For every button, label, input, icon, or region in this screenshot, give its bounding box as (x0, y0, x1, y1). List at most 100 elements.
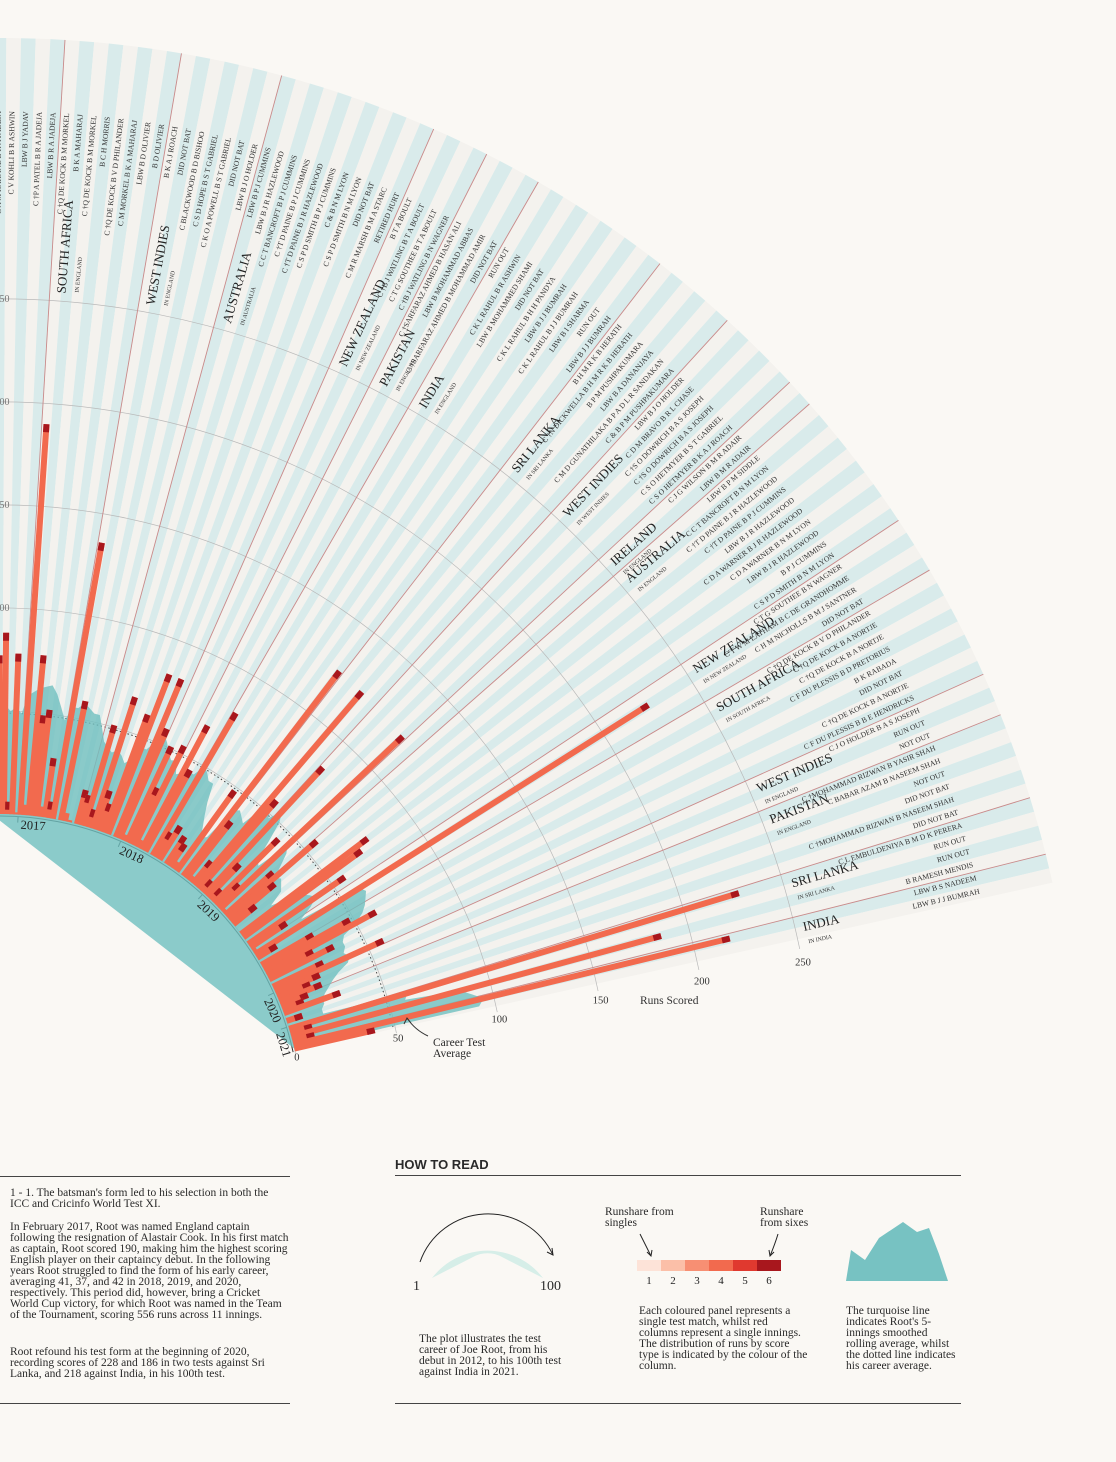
innings-bar (212, 836, 281, 906)
innings-bar-tip (177, 744, 187, 755)
innings-panel (221, 382, 800, 914)
innings-panel (132, 147, 487, 847)
innings-bar (139, 724, 211, 851)
radial-chart: 050100100150150200200250250LBW B MOHAMME… (0, 38, 1050, 1064)
innings-panel (258, 557, 930, 964)
innings-panel (34, 45, 138, 817)
innings-bar-tip (231, 882, 242, 893)
innings-bar-tip (270, 836, 281, 847)
innings-panel (78, 75, 296, 826)
legend-fan (432, 1250, 543, 1278)
innings-bar-tip (304, 949, 315, 959)
innings-bar (187, 874, 196, 883)
innings-bar (21, 804, 29, 816)
innings-panel (90, 87, 338, 830)
innings-panel (30, 43, 124, 816)
innings-bar-tip (183, 768, 193, 779)
innings-bar-tip (359, 836, 370, 846)
innings-bar-tip (265, 870, 276, 881)
innings-bar (89, 696, 138, 830)
innings-panel (209, 340, 760, 902)
innings-panel (161, 204, 589, 863)
innings-bar (57, 700, 89, 821)
innings-bar-tip (175, 678, 185, 688)
innings-bar (149, 711, 239, 857)
innings-panel (157, 197, 576, 861)
notes-paragraph: Root refound his test form at the beginn… (10, 1346, 265, 1380)
innings-bar (226, 838, 319, 921)
innings-bar-tip (89, 808, 98, 819)
innings-bar (259, 932, 315, 968)
innings-bar (124, 745, 175, 844)
innings-bar-tip (104, 803, 113, 813)
innings-panel (266, 608, 958, 978)
innings-bar (246, 874, 347, 947)
singles-arrow (639, 1233, 652, 1257)
innings-bar-tip (173, 824, 183, 835)
innings-panel (38, 46, 153, 818)
rule (0, 1403, 290, 1404)
innings-bar-tip (639, 702, 650, 712)
innings-panel (280, 714, 1006, 1008)
form-area (0, 685, 484, 1049)
legend-graphics: 1 2 3 4 5 6 (419, 1213, 948, 1287)
notes-paragraph: In February 2017, Root was named England… (10, 1221, 289, 1321)
innings-panel (273, 660, 984, 993)
dismissal-label: C A M RAHANE B R A JADEJA (0, 110, 3, 214)
r-tick-label: 100 (0, 603, 10, 614)
innings-panel (232, 426, 838, 926)
innings-panel (14, 39, 65, 815)
sector-boundary (260, 569, 930, 964)
innings-bar (9, 653, 22, 815)
innings-bar-tip (42, 423, 50, 433)
r-tick-label: 100 (491, 1015, 507, 1026)
innings-panel (10, 38, 51, 815)
innings-bar-tip (353, 848, 364, 858)
innings-panel (58, 58, 225, 821)
innings-bar-tip (305, 1032, 316, 1040)
sector-boundary (78, 75, 283, 825)
runshare-swatch (637, 1260, 661, 1271)
innings-panel (278, 701, 1001, 1004)
innings-panel (62, 61, 239, 822)
innings-panel (42, 48, 167, 818)
legend-panel-text: Each coloured panel represents a single … (639, 1305, 808, 1372)
innings-panel (125, 135, 461, 843)
innings-bar (101, 713, 151, 834)
innings-panel (26, 42, 109, 816)
innings-panel (284, 755, 1021, 1019)
runshare-level: 6 (766, 1275, 772, 1287)
innings-bar (251, 946, 258, 954)
innings-bar-tip (97, 542, 105, 552)
innings-bar-tip (295, 998, 305, 1007)
innings-bar-tip (109, 724, 118, 734)
innings-bar (170, 860, 181, 871)
runshare-level: 3 (694, 1275, 700, 1287)
innings-bar-tip (341, 917, 352, 927)
innings-bar-tip (165, 745, 175, 756)
innings-panel (66, 64, 254, 823)
grid-arc (0, 298, 801, 950)
innings-bar (193, 690, 365, 889)
innings-panel (268, 621, 965, 982)
innings-bars (0, 423, 740, 1052)
innings-panel (200, 310, 728, 894)
innings-bar-tip (45, 709, 53, 719)
innings-panel (237, 449, 856, 933)
innings-panel (260, 570, 937, 967)
innings-bar (116, 727, 170, 840)
innings-bar-tip (315, 765, 326, 776)
innings-bar (282, 990, 342, 1017)
innings-panel (143, 167, 526, 853)
innings-panel (242, 472, 874, 939)
innings-panel (98, 97, 366, 832)
runshare-swatch (709, 1260, 733, 1271)
innings-bar-tip (325, 943, 335, 953)
innings-panel (286, 769, 1026, 1023)
innings-bar-tip (161, 727, 170, 738)
innings-bar (113, 678, 185, 839)
innings-bar (174, 789, 237, 873)
innings-bar-tip (304, 932, 315, 942)
innings-panel (1, 38, 22, 815)
